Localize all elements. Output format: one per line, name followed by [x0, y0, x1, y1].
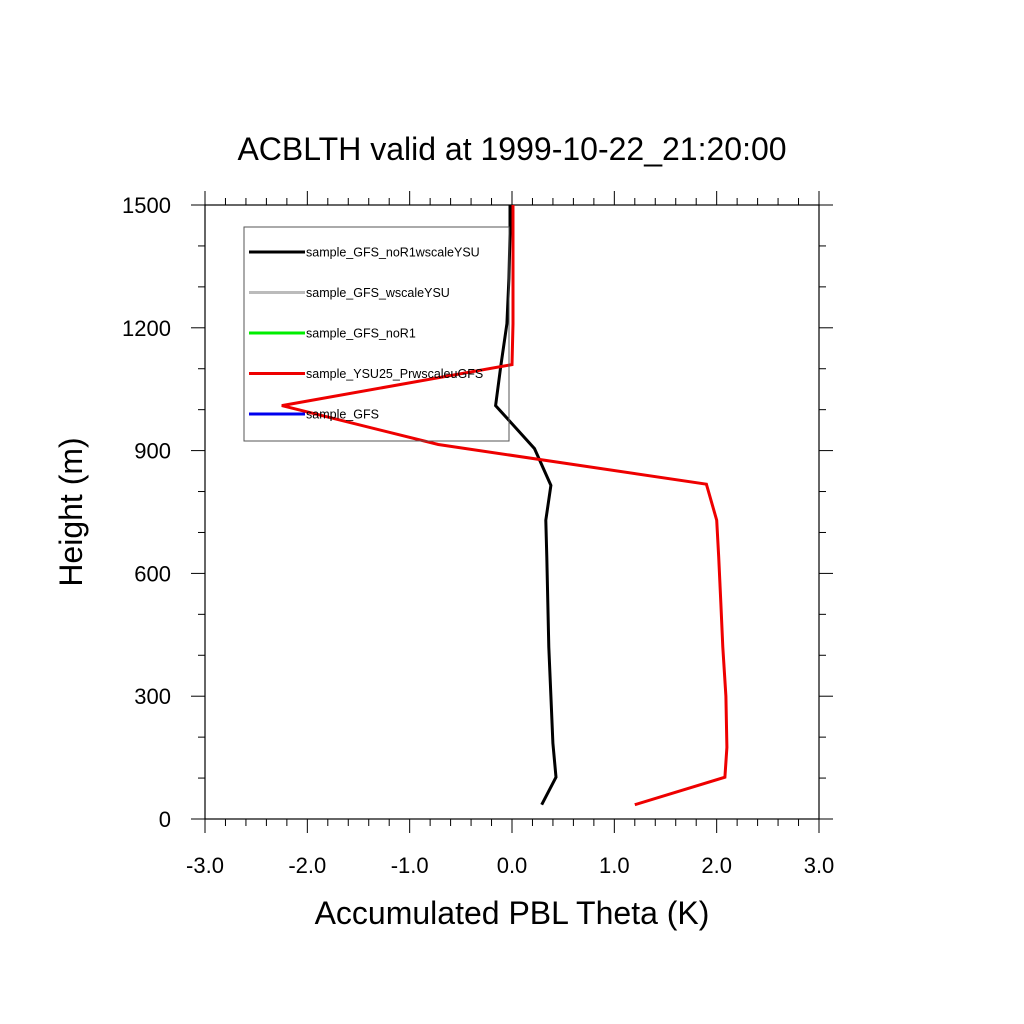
legend-entry: sample_GFS_wscaleYSU: [306, 286, 450, 300]
y-tick-label: 1200: [122, 316, 171, 341]
legend-entry: sample_GFS_noR1: [306, 327, 416, 341]
legend-entry: sample_YSU25_PrwscaleuGFS: [306, 367, 483, 381]
x-tick-label: 2.0: [701, 853, 732, 878]
x-tick-label: 0.0: [497, 853, 528, 878]
legend-entry: sample_GFS_noR1wscaleYSU: [306, 246, 480, 260]
y-tick-label: 0: [159, 807, 171, 832]
y-tick-label: 1500: [122, 193, 171, 218]
y-tick-label: 600: [134, 561, 171, 586]
legend-entry: sample_GFS: [306, 408, 379, 422]
chart-title: ACBLTH valid at 1999-10-22_21:20:00: [237, 131, 786, 167]
x-tick-label: 3.0: [804, 853, 835, 878]
y-tick-label: 900: [134, 439, 171, 464]
data-series: [281, 205, 729, 807]
axis-ticks: [191, 191, 833, 833]
x-tick-label: -3.0: [186, 853, 224, 878]
x-tick-label: 1.0: [599, 853, 630, 878]
series-line: [281, 205, 729, 807]
y-axis-label: Height (m): [53, 437, 89, 586]
x-tick-label: -1.0: [391, 853, 429, 878]
x-axis-label: Accumulated PBL Theta (K): [315, 895, 710, 931]
axis-tick-labels: -3.0 -2.0 -1.0 0.0 1.0 2.0 3.0 0 300 600 900 1200 15…: [122, 193, 834, 878]
series-line: [494, 205, 558, 806]
legend-box: [243, 226, 510, 442]
x-tick-label: -2.0: [288, 853, 326, 878]
y-tick-label: 300: [134, 684, 171, 709]
legend: sample_GFS_noR1wscaleYSU sample_GFS_wscal…: [243, 226, 510, 442]
